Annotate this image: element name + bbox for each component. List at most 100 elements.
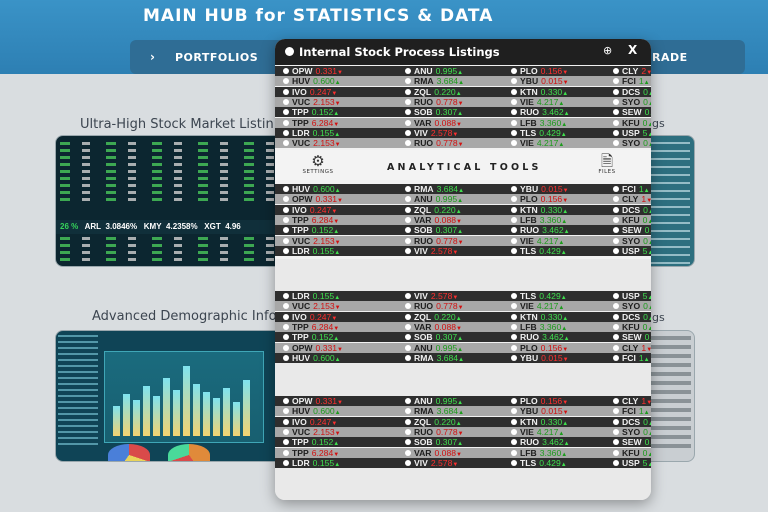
bullet-icon: [405, 354, 411, 361]
stock-symbol: OPW: [292, 194, 313, 205]
table-row[interactable]: HUV 0.600▲ RMA 3.684▲ YBU 0.015▼ FCI 1▲: [275, 406, 651, 417]
stock-symbol: YBU: [520, 184, 539, 194]
table-row[interactable]: VUC 2.153▼ RUO 0.778▼ VIE 4.217▲ SYO 0▲: [275, 96, 651, 107]
close-button[interactable]: X: [628, 43, 638, 57]
arrow-up-icon: ▲: [647, 430, 651, 437]
files-button[interactable]: 🗎 FILES: [587, 153, 627, 175]
table-row[interactable]: OPW 0.331▼ ANU 0.995▲ PLO 0.156▼ CLY 1▼: [275, 396, 651, 406]
arrow-down-icon: ▼: [562, 188, 569, 194]
file-icon: 🗎: [600, 152, 614, 170]
stock-symbol: VIV: [414, 457, 428, 468]
arrow-up-icon: ▲: [334, 80, 341, 87]
stock-symbol: HUV: [292, 76, 311, 87]
table-row[interactable]: TPP 6.284▼ VAR 0.088▼ LFB 3.360▲ KFU 0▲: [275, 321, 651, 332]
table-row[interactable]: HUV 0.600▲ RMA 3.684▲ YBU 0.015▼ FCI 1▲: [275, 76, 651, 87]
stock-value: 0.778: [436, 301, 458, 312]
demographic-card[interactable]: [55, 330, 295, 462]
bullet-icon: [613, 119, 619, 126]
bullet-icon: [405, 439, 411, 446]
table-row[interactable]: TPP 6.284▼ VAR 0.088▼ LFB 3.360▲ KFU 0▲: [275, 214, 651, 225]
table-row[interactable]: VUC 2.153▼ RUO 0.778▼ VIE 4.217▲ SYO 0▲: [275, 235, 651, 246]
stock-value: 4.217: [536, 235, 559, 246]
arrow-up-icon: ▲: [561, 325, 568, 332]
stock-listings-card[interactable]: 26 % ARL 3.0846% KMY 4.2358% XGT 4.96: [55, 135, 295, 267]
stock-value: 0: [643, 426, 648, 437]
stock-symbol: DCS: [622, 416, 641, 427]
stock-cell: VAR 0.088▼: [405, 118, 462, 128]
bullet-icon: [405, 293, 411, 299]
pie-chart: [168, 444, 210, 461]
stock-cell: KTN 0.330▲: [511, 312, 568, 322]
table-row[interactable]: LDR 0.155▲ VIV 2.578▼ TLS 0.429▲ USP 5▲: [275, 457, 651, 468]
stock-value: 6.284: [311, 117, 334, 128]
table-row[interactable]: IVO 0.247▼ ZQL 0.220▲ KTN 0.330▲ DCS 0▲: [275, 416, 651, 427]
table-row[interactable]: OPW 0.331▼ ANU 0.995▲ PLO 0.156▼ CLY 2▼: [275, 66, 651, 76]
arrow-up-icon: ▲: [458, 188, 465, 194]
arrow-up-icon: ▲: [334, 410, 341, 417]
pin-icon[interactable]: ⊕: [603, 44, 613, 57]
table-row[interactable]: HUV 0.600▲ RMA 3.684▲ YBU 0.015▼ FCI 1▲: [275, 352, 651, 363]
table-row[interactable]: TPP 6.284▼ VAR 0.088▼ LFB 3.360▲ KFU 0▲: [275, 447, 651, 458]
blank-gap: [275, 259, 651, 291]
stock-cell: VIV 2.578▼: [405, 458, 458, 468]
stock-symbol: USP: [622, 127, 640, 138]
stock-symbol: SEW: [622, 107, 642, 118]
arrow-down-icon: ▼: [331, 208, 338, 215]
stock-value: 2.578: [430, 127, 453, 138]
bullet-icon: [613, 449, 619, 456]
arrow-down-icon: ▼: [457, 305, 464, 312]
table-row[interactable]: IVO 0.247▼ ZQL 0.220▲ KTN 0.330▲ DCS 0▲: [275, 311, 651, 322]
modal-titlebar[interactable]: Internal Stock Process Listings ⊕ X: [275, 39, 651, 65]
table-row[interactable]: LDR 0.155▲ VIV 2.578▼ TLS 0.429▲ USP 5▲: [275, 291, 651, 301]
arrow-up-icon: ▲: [457, 111, 464, 118]
stock-cell: ANU 0.995▲: [405, 194, 463, 204]
stock-value: 0.088: [434, 117, 457, 128]
nav-portfolios[interactable]: PORTFOLIOS: [175, 51, 259, 64]
table-row[interactable]: OPW 0.331▼ ANU 0.995▲ PLO 0.156▼ CLY 1▼: [275, 194, 651, 205]
stock-cell: SOB 0.307▲: [405, 107, 463, 117]
stock-value: 0.156: [540, 396, 563, 406]
table-row[interactable]: HUV 0.600▲ RMA 3.684▲ YBU 0.015▼ FCI 1▲: [275, 184, 651, 194]
stock-cell: SYO 0▲: [613, 97, 651, 107]
table-row[interactable]: OPW 0.331▼ ANU 0.995▲ PLO 0.156▼ CLY 1▼: [275, 342, 651, 353]
ticker-symbol: ARL: [84, 222, 102, 231]
table-row[interactable]: TPP 6.284▼ VAR 0.088▼ LFB 3.360▲ KFU 0▲: [275, 117, 651, 128]
arrow-up-icon: ▲: [333, 336, 340, 343]
bullet-icon: [613, 303, 619, 310]
bullet-icon: [511, 119, 517, 126]
stock-value: 3.684: [436, 352, 459, 363]
bullet-icon: [613, 354, 619, 361]
chevron-right-icon[interactable]: ›: [150, 50, 155, 64]
stock-listings-modal[interactable]: Internal Stock Process Listings ⊕ X OPW 0…: [275, 39, 651, 500]
table-row[interactable]: VUC 2.153▼ RUO 0.778▼ VIE 4.217▲ SYO 0▲: [275, 426, 651, 437]
stock-symbol: KFU: [622, 447, 640, 458]
arrow-up-icon: ▲: [560, 461, 567, 468]
stock-symbol: LDR: [292, 245, 310, 256]
stock-value: 0: [642, 321, 648, 332]
table-row[interactable]: IVO 0.247▼ ZQL 0.220▲ KTN 0.330▲ DCS 0▲: [275, 86, 651, 97]
stock-value: 3.462: [542, 332, 564, 343]
arrow-up-icon: ▲: [458, 356, 465, 363]
table-row[interactable]: VUC 2.153▼ RUO 0.778▼ VIE 4.217▲ SYO 0▲: [275, 301, 651, 312]
bullet-icon: [283, 206, 289, 213]
demographic-bar-chart: [104, 351, 264, 443]
table-row[interactable]: LDR 0.155▲ VIV 2.578▼ TLS 0.429▲ USP 5▲: [275, 245, 651, 256]
table-row[interactable]: VUC 2.153▼ RUO 0.778▼ VIE 4.217▲ SYO 0▲: [275, 138, 651, 149]
stock-value: 0.429: [539, 457, 561, 468]
stock-symbol: YBU: [520, 352, 539, 363]
stock-cell: RMA 3.684▲: [405, 353, 464, 363]
stock-value: 0.307: [435, 107, 458, 118]
stock-value: 5: [642, 245, 648, 256]
stock-value: 0.600: [313, 352, 335, 363]
bullet-icon: [613, 140, 619, 147]
table-row[interactable]: IVO 0.247▼ ZQL 0.220▲ KTN 0.330▲ DCS 0▲: [275, 204, 651, 215]
settings-button[interactable]: ⚙ SETTINGS: [298, 153, 338, 175]
stock-cell: KTN 0.330▲: [511, 87, 568, 97]
table-row[interactable]: LDR 0.155▲ VIV 2.578▼ TLS 0.429▲ USP 5▲: [275, 127, 651, 138]
nav-trade[interactable]: RADE: [652, 51, 688, 64]
analytical-tools-bar: ⚙ SETTINGS ANALYTICAL TOOLS 🗎 FILES: [275, 150, 651, 180]
